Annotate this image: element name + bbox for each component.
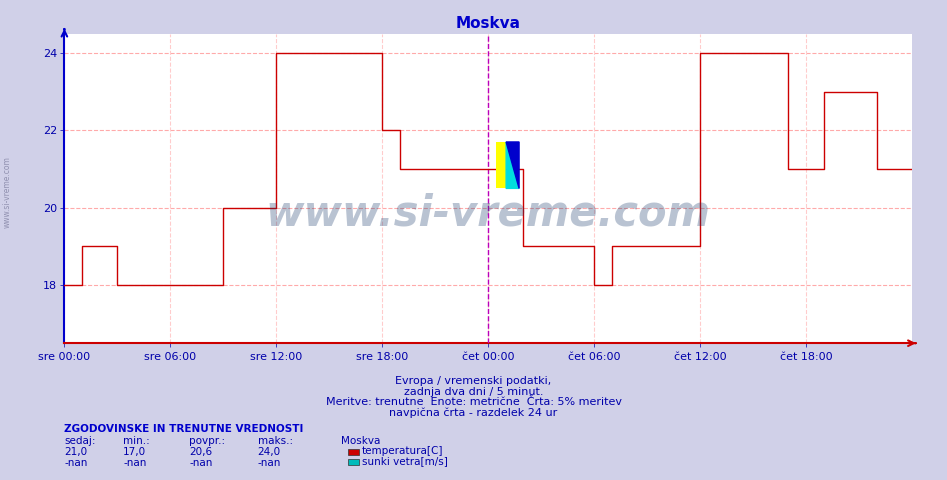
Text: 17,0: 17,0 <box>123 447 146 457</box>
Title: Moskva: Moskva <box>456 16 521 31</box>
Polygon shape <box>506 142 519 189</box>
Text: 24,0: 24,0 <box>258 447 280 457</box>
Text: 21,0: 21,0 <box>64 447 87 457</box>
Text: Evropa / vremenski podatki,: Evropa / vremenski podatki, <box>396 376 551 386</box>
Text: Meritve: trenutne  Enote: metrične  Črta: 5% meritev: Meritve: trenutne Enote: metrične Črta: … <box>326 397 621 407</box>
Text: navpična črta - razdelek 24 ur: navpična črta - razdelek 24 ur <box>389 407 558 418</box>
Text: sedaj:: sedaj: <box>64 436 96 446</box>
Text: temperatura[C]: temperatura[C] <box>362 445 443 456</box>
Text: povpr.:: povpr.: <box>189 436 225 446</box>
Text: -nan: -nan <box>64 457 88 468</box>
Text: min.:: min.: <box>123 436 150 446</box>
Bar <box>495 142 506 189</box>
Text: ZGODOVINSKE IN TRENUTNE VREDNOSTI: ZGODOVINSKE IN TRENUTNE VREDNOSTI <box>64 424 304 434</box>
Text: Moskva: Moskva <box>341 436 381 446</box>
Text: -nan: -nan <box>123 457 147 468</box>
Text: maks.:: maks.: <box>258 436 293 446</box>
Text: sunki vetra[m/s]: sunki vetra[m/s] <box>362 456 448 466</box>
Text: 20,6: 20,6 <box>189 447 212 457</box>
Text: www.si-vreme.com: www.si-vreme.com <box>3 156 12 228</box>
Text: -nan: -nan <box>189 457 213 468</box>
Polygon shape <box>506 142 519 189</box>
Text: www.si-vreme.com: www.si-vreme.com <box>266 192 710 234</box>
Text: -nan: -nan <box>258 457 281 468</box>
Text: zadnja dva dni / 5 minut.: zadnja dva dni / 5 minut. <box>403 386 544 396</box>
